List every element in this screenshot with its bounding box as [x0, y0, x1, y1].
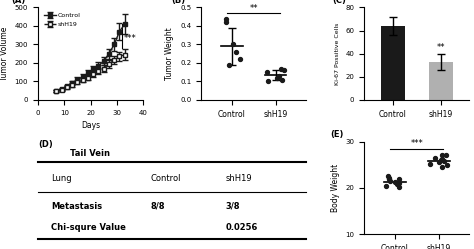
- Text: Control: Control: [151, 174, 181, 183]
- Point: [273, 76, 281, 80]
- Text: Tail Vein: Tail Vein: [70, 149, 110, 158]
- Point: [431, 156, 439, 160]
- Point: [384, 174, 392, 178]
- Text: (C): (C): [332, 0, 346, 5]
- Point: [264, 79, 272, 83]
- Point: [229, 43, 237, 47]
- Y-axis label: Tumor Volume: Tumor Volume: [0, 27, 9, 81]
- Text: Lung: Lung: [51, 174, 72, 183]
- Bar: [381, 26, 405, 100]
- X-axis label: Days: Days: [81, 121, 100, 130]
- Point: [232, 50, 239, 54]
- Point: [440, 159, 448, 163]
- Text: **: **: [437, 43, 445, 52]
- Bar: [428, 62, 453, 100]
- Point: [383, 184, 390, 187]
- Point: [435, 160, 443, 164]
- Point: [396, 185, 403, 189]
- Point: [395, 181, 403, 185]
- Text: Metastasis: Metastasis: [51, 202, 102, 211]
- Text: (E): (E): [330, 130, 344, 139]
- Point: [393, 182, 401, 186]
- Y-axis label: Ki-67 Possitive Cells: Ki-67 Possitive Cells: [335, 22, 340, 85]
- Point: [226, 63, 233, 67]
- Point: [395, 177, 403, 181]
- Text: (D): (D): [38, 140, 53, 149]
- Point: [443, 163, 450, 167]
- Point: [222, 17, 229, 21]
- Text: **: **: [249, 4, 258, 13]
- Legend: Control, shH19: Control, shH19: [41, 11, 83, 29]
- Point: [437, 158, 444, 162]
- Text: (A): (A): [12, 0, 26, 5]
- Text: Chi-squre Value: Chi-squre Value: [51, 223, 126, 232]
- Point: [222, 20, 229, 24]
- Text: ***: ***: [123, 34, 136, 43]
- Point: [438, 157, 446, 161]
- Point: [385, 176, 393, 180]
- Point: [236, 57, 243, 61]
- Text: 8/8: 8/8: [151, 202, 165, 211]
- Point: [438, 153, 446, 157]
- Point: [386, 179, 394, 183]
- Point: [280, 68, 288, 72]
- Point: [391, 180, 399, 184]
- Point: [438, 165, 446, 169]
- Text: ***: ***: [410, 139, 423, 148]
- Y-axis label: Tumor Weight: Tumor Weight: [165, 27, 174, 80]
- Text: 3/8: 3/8: [226, 202, 240, 211]
- Point: [275, 74, 283, 78]
- Point: [386, 178, 393, 182]
- Y-axis label: Body Weight: Body Weight: [331, 164, 340, 212]
- Point: [426, 162, 434, 166]
- Text: (B): (B): [172, 0, 186, 5]
- Point: [278, 78, 286, 82]
- Text: 0.0256: 0.0256: [226, 223, 258, 232]
- Point: [278, 66, 285, 70]
- Point: [264, 70, 271, 74]
- Text: shH19: shH19: [226, 174, 252, 183]
- Point: [442, 153, 450, 157]
